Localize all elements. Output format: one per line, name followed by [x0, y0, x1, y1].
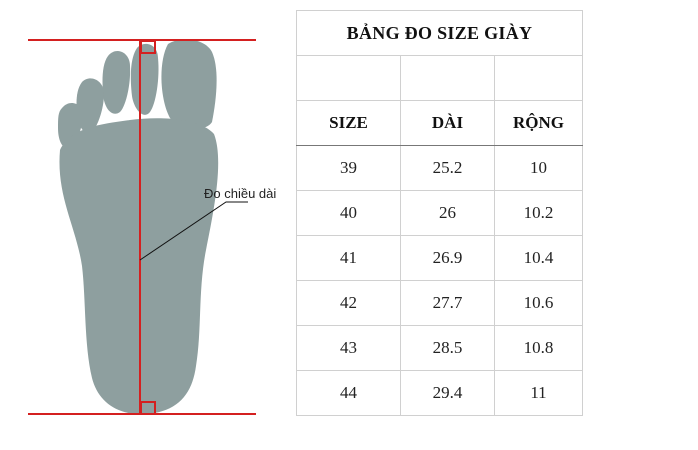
size-chart-table: BẢNG ĐO SIZE GIÀY SIZE DÀI RỘNG 39 25.2 … [296, 10, 583, 416]
length-cell: 27.7 [400, 280, 495, 326]
length-cell: 28.5 [400, 325, 495, 371]
width-cell: 10.4 [494, 235, 583, 281]
size-cell: 41 [296, 235, 401, 281]
width-cell: 10 [494, 145, 583, 191]
foot-diagram: Đo chiều dài [28, 39, 276, 415]
column-header-width: RỘNG [494, 100, 583, 146]
length-cell: 26 [400, 190, 495, 236]
size-cell: 43 [296, 325, 401, 371]
width-cell: 10.2 [494, 190, 583, 236]
empty-cell [494, 55, 583, 101]
size-cell: 42 [296, 280, 401, 326]
bottom-marker-box [140, 401, 156, 415]
table-row: 44 29.4 11 [296, 370, 583, 416]
empty-cell [400, 55, 495, 101]
table-title: BẢNG ĐO SIZE GIÀY [296, 10, 583, 56]
column-header-length: DÀI [400, 100, 495, 146]
size-cell: 44 [296, 370, 401, 416]
foot-silhouette [58, 39, 219, 415]
top-marker-box [140, 40, 156, 54]
label-leader-line [139, 201, 248, 261]
size-cell: 40 [296, 190, 401, 236]
table-row: 43 28.5 10.8 [296, 325, 583, 371]
width-cell: 10.6 [494, 280, 583, 326]
empty-cell [296, 55, 401, 101]
length-cell: 25.2 [400, 145, 495, 191]
width-cell: 10.8 [494, 325, 583, 371]
width-cell: 11 [494, 370, 583, 416]
measure-length-label: Đo chiều dài [204, 186, 276, 201]
length-cell: 26.9 [400, 235, 495, 281]
table-row: 39 25.2 10 [296, 145, 583, 191]
table-row: 40 26 10.2 [296, 190, 583, 236]
column-header-size: SIZE [296, 100, 401, 146]
size-cell: 39 [296, 145, 401, 191]
table-row: 41 26.9 10.4 [296, 235, 583, 281]
table-row: 42 27.7 10.6 [296, 280, 583, 326]
length-cell: 29.4 [400, 370, 495, 416]
